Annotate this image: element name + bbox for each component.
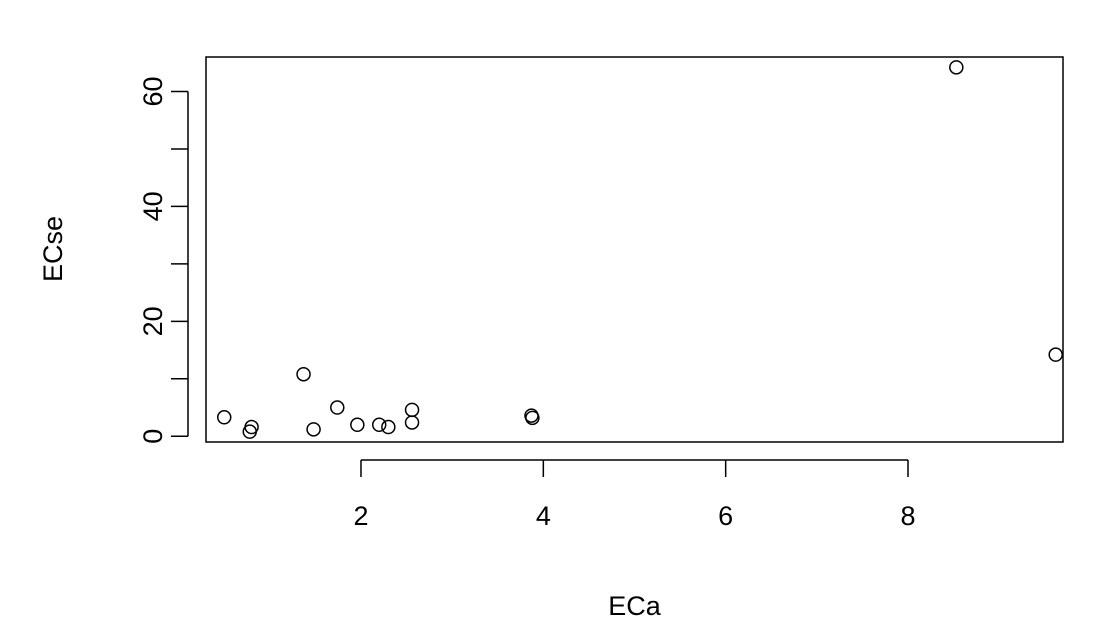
y-axis-label: ECse: [38, 216, 68, 282]
y-tick-label: 20: [138, 306, 168, 336]
y-tick-label: 40: [138, 191, 168, 221]
x-axis-label: ECa: [608, 591, 662, 621]
data-point: [371, 417, 387, 433]
x-tick-label: 6: [718, 501, 733, 531]
data-point: [330, 400, 345, 415]
x-tick-label: 4: [536, 501, 551, 531]
data-point: [244, 419, 259, 435]
data-point: [949, 60, 964, 75]
data-point: [381, 419, 396, 435]
y-tick-label: 0: [138, 429, 168, 444]
y-tick-label: 60: [138, 76, 168, 106]
data-points: [216, 60, 1063, 439]
data-point: [525, 410, 540, 426]
data-point: [306, 422, 321, 437]
data-point: [216, 410, 232, 425]
data-point: [296, 366, 311, 382]
x-tick-label: 2: [353, 501, 368, 531]
plot-frame: [205, 56, 1064, 443]
data-point: [350, 417, 365, 433]
data-point: [1048, 347, 1063, 362]
y-axis: 0 20 40 60: [138, 76, 189, 444]
x-tick-label: 8: [900, 501, 915, 531]
data-point: [404, 402, 420, 418]
data-point: [404, 415, 420, 430]
x-axis: 2 4 6 8: [353, 459, 916, 531]
